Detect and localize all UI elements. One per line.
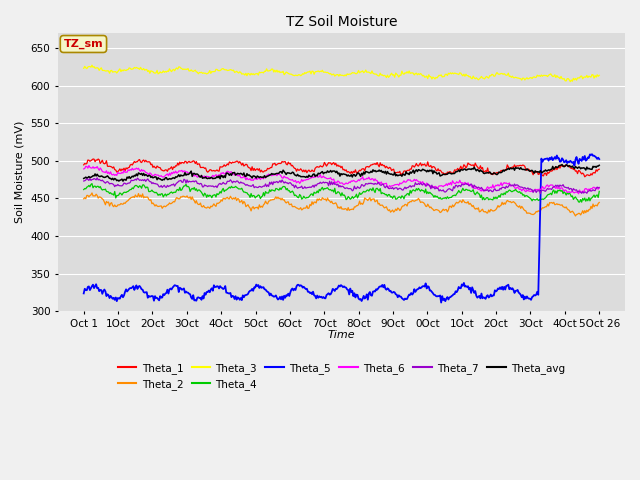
Theta_2 <box>504 198 511 204</box>
Theta_5 <box>80 290 88 296</box>
Theta_3 <box>504 72 511 78</box>
Theta_1 <box>388 168 396 173</box>
Theta_5 <box>588 151 596 157</box>
Theta_avg <box>329 181 337 187</box>
Theta_2 <box>326 198 333 204</box>
Theta_3 <box>585 73 593 79</box>
Theta_6 <box>360 177 367 183</box>
Theta_2 <box>572 213 579 219</box>
Theta_5 <box>437 300 445 305</box>
Theta_5 <box>359 296 367 301</box>
Theta_5 <box>328 289 335 295</box>
Theta_4 <box>88 181 96 187</box>
Theta_2 <box>585 207 593 213</box>
Theta_avg <box>93 175 101 180</box>
Theta_6 <box>585 186 593 192</box>
Theta_avg <box>558 162 566 168</box>
Theta_3 <box>88 62 96 68</box>
Theta_avg <box>504 167 511 172</box>
Theta_1 <box>80 162 88 168</box>
Theta_1 <box>595 167 603 172</box>
Theta_6 <box>326 176 333 181</box>
Line: Theta_avg: Theta_avg <box>84 165 599 181</box>
Theta_avg <box>119 178 127 184</box>
Theta_4 <box>326 187 333 193</box>
Theta_5 <box>387 288 394 294</box>
Theta_avg <box>388 171 396 177</box>
Theta_avg <box>80 178 88 184</box>
Line: Theta_6: Theta_6 <box>84 166 599 194</box>
Theta_6 <box>504 181 511 187</box>
Theta_5 <box>504 283 511 288</box>
Theta_4 <box>504 189 511 195</box>
Theta_3 <box>329 72 337 77</box>
Line: Theta_2: Theta_2 <box>84 193 599 216</box>
Theta_avg <box>326 179 333 184</box>
Theta_4 <box>595 189 603 194</box>
Theta_4 <box>388 194 396 200</box>
Theta_3 <box>595 72 603 78</box>
Line: Theta_4: Theta_4 <box>84 184 599 202</box>
Theta_6 <box>595 184 603 190</box>
Theta_2 <box>329 201 337 206</box>
Theta_2 <box>595 200 603 205</box>
Theta_1 <box>360 166 367 172</box>
Line: Theta_1: Theta_1 <box>84 159 599 177</box>
Theta_6 <box>85 163 93 168</box>
Theta_avg <box>360 169 367 175</box>
Theta_4 <box>585 194 593 200</box>
Theta_avg <box>360 183 367 189</box>
Theta_avg <box>326 169 333 175</box>
Theta_2 <box>360 199 367 205</box>
Theta_6 <box>80 166 88 172</box>
Theta_1 <box>89 156 97 162</box>
Line: Theta_3: Theta_3 <box>84 65 599 82</box>
Theta_1 <box>326 160 333 166</box>
Theta_5 <box>595 156 603 162</box>
Theta_2 <box>88 190 96 196</box>
Theta_4 <box>360 189 367 194</box>
Title: TZ Soil Moisture: TZ Soil Moisture <box>285 15 397 29</box>
Theta_avg <box>329 168 337 174</box>
Theta_1 <box>504 162 511 168</box>
Theta_1 <box>329 160 337 166</box>
Theta_6 <box>575 191 582 197</box>
Theta_avg <box>595 185 603 191</box>
Theta_1 <box>585 173 593 179</box>
Y-axis label: Soil Moisture (mV): Soil Moisture (mV) <box>15 121 25 223</box>
Theta_2 <box>80 196 88 202</box>
Text: TZ_sm: TZ_sm <box>63 39 103 49</box>
Legend: Theta_1, Theta_2, Theta_3, Theta_4, Theta_5, Theta_6, Theta_7, Theta_avg: Theta_1, Theta_2, Theta_3, Theta_4, Thet… <box>118 362 565 390</box>
Theta_avg <box>595 162 603 168</box>
Theta_avg <box>585 188 593 194</box>
Theta_4 <box>80 187 88 192</box>
Theta_avg <box>585 166 593 171</box>
Theta_3 <box>326 71 333 77</box>
Theta_3 <box>80 65 88 71</box>
Theta_1 <box>581 174 589 180</box>
Line: Theta_5: Theta_5 <box>84 154 599 302</box>
Theta_avg <box>388 186 396 192</box>
Theta_6 <box>329 177 337 182</box>
Theta_2 <box>388 208 396 214</box>
Theta_avg <box>80 176 88 181</box>
Theta_5 <box>584 155 592 160</box>
Theta_5 <box>324 290 332 296</box>
Theta_3 <box>566 79 574 84</box>
Theta_3 <box>360 70 367 75</box>
Line: Theta_avg: Theta_avg <box>84 178 599 193</box>
Theta_6 <box>388 183 396 189</box>
Theta_4 <box>578 199 586 205</box>
Theta_avg <box>504 185 511 191</box>
Theta_avg <box>536 191 544 196</box>
X-axis label: Time: Time <box>328 330 355 340</box>
Theta_3 <box>388 71 396 76</box>
Theta_4 <box>329 187 337 193</box>
